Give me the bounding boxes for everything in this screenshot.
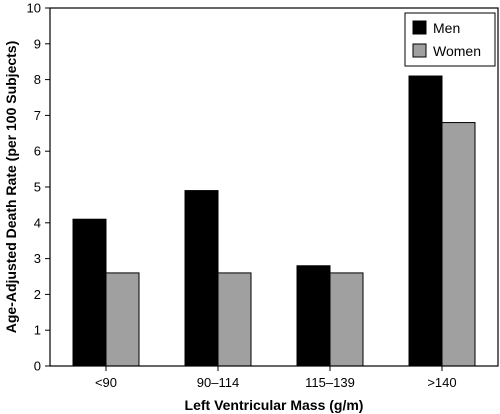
x-axis-ticks: <90 90–114 115–139 >140: [95, 366, 457, 390]
legend: Men Women: [404, 12, 496, 67]
x-axis-label: Left Ventricular Mass (g/m): [185, 397, 364, 413]
y-tick-label: 10: [27, 1, 41, 16]
bar-men-1: [184, 190, 219, 367]
y-axis-ticks: 0 1 2 3 4 5 6 7 8 9 10: [27, 1, 50, 374]
legend-swatch-men: [412, 20, 427, 35]
y-tick-label: 0: [34, 359, 41, 374]
bar-men-3: [408, 75, 443, 367]
x-tick-label: >140: [427, 375, 456, 390]
legend-label-women: Women: [433, 43, 481, 59]
bar-men-2: [296, 265, 331, 367]
y-tick-label: 6: [34, 144, 41, 159]
bar-women-2: [329, 272, 364, 367]
legend-swatch-women: [412, 43, 427, 58]
y-tick-label: 1: [34, 323, 41, 338]
bars-group: [72, 75, 476, 367]
y-tick-label: 4: [34, 215, 41, 230]
bar-women-1: [217, 272, 252, 367]
plot-frame: [49, 7, 499, 367]
y-tick-label: 5: [34, 180, 41, 195]
y-tick-label: 2: [34, 287, 41, 302]
x-tick-label: 115–139: [305, 375, 355, 390]
y-tick-label: 9: [34, 36, 41, 51]
y-tick-label: 7: [34, 108, 41, 123]
y-tick-label: 3: [34, 251, 41, 266]
bar-women-0: [105, 272, 140, 367]
y-tick-label: 8: [34, 72, 41, 87]
x-tick-label: <90: [95, 375, 117, 390]
x-tick-label: 90–114: [197, 375, 239, 390]
legend-label-men: Men: [433, 20, 460, 36]
bar-men-0: [72, 218, 107, 367]
bar-women-3: [441, 122, 476, 367]
y-axis-label: Age-Adjusted Death Rate (per 100 Subject…: [3, 41, 19, 334]
